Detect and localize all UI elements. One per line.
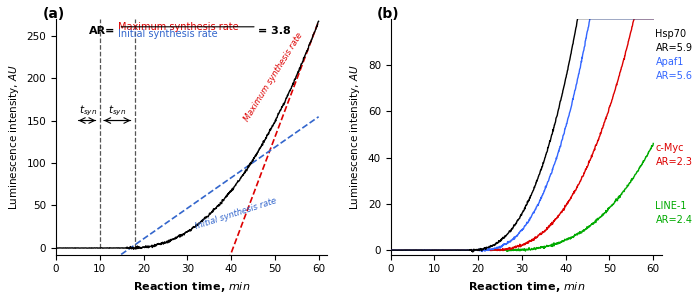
Text: AR=5.6: AR=5.6 bbox=[655, 71, 692, 81]
Text: Maximum synthesis rate: Maximum synthesis rate bbox=[243, 31, 304, 123]
Text: Apaf1: Apaf1 bbox=[655, 57, 684, 67]
Y-axis label: Luminescence intensity, $\it{AU}$: Luminescence intensity, $\it{AU}$ bbox=[348, 64, 362, 209]
X-axis label: Reaction time, $\it{min}$: Reaction time, $\it{min}$ bbox=[133, 280, 251, 294]
Text: AR=: AR= bbox=[90, 26, 116, 36]
Text: Hsp70: Hsp70 bbox=[655, 29, 687, 39]
Text: Maximum synthesis rate: Maximum synthesis rate bbox=[118, 22, 239, 32]
Text: LINE-1: LINE-1 bbox=[655, 201, 687, 211]
X-axis label: Reaction time, $\it{min}$: Reaction time, $\it{min}$ bbox=[468, 280, 585, 294]
Text: c-Myc: c-Myc bbox=[655, 143, 684, 153]
Text: AR=2.4: AR=2.4 bbox=[655, 215, 692, 225]
Text: $t_{syn}$: $t_{syn}$ bbox=[78, 104, 97, 118]
Text: Initial synthesis rate: Initial synthesis rate bbox=[118, 29, 218, 39]
Text: AR=5.9: AR=5.9 bbox=[655, 43, 692, 53]
Text: (b): (b) bbox=[377, 7, 400, 21]
Text: $t_{syn}$: $t_{syn}$ bbox=[108, 104, 127, 118]
Text: (a): (a) bbox=[43, 7, 64, 21]
Y-axis label: Luminescence intensity, $\it{AU}$: Luminescence intensity, $\it{AU}$ bbox=[7, 64, 21, 209]
Text: Initial synthesis rate: Initial synthesis rate bbox=[194, 196, 277, 231]
Text: = 3.8: = 3.8 bbox=[258, 26, 291, 36]
Text: AR=2.3: AR=2.3 bbox=[655, 157, 692, 167]
